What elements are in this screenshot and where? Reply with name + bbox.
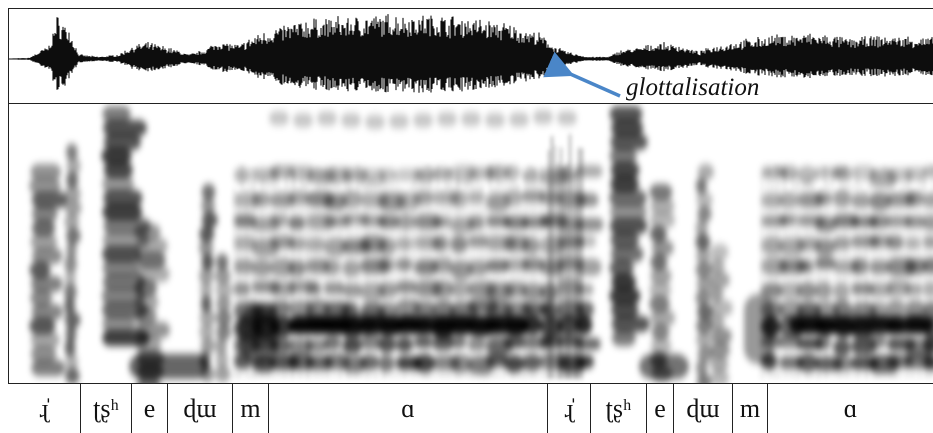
segment-label: e	[131, 384, 167, 433]
segment-label: ʈʂʰ	[590, 384, 646, 433]
segment-label: ʈʂʰ	[80, 384, 131, 433]
segment-label: ɑ	[268, 384, 547, 433]
segment-label: ɑ	[767, 384, 933, 433]
segmentation-tier: ɻ̍ ʈʂʰ e ɖɯ m ɑ ɻ̍ ʈʂʰ e ɖɯ m ɑ	[8, 384, 933, 433]
spectrogram-image	[29, 106, 933, 383]
segment-label: e	[646, 384, 673, 433]
segment-label: ɖɯ	[167, 384, 232, 433]
waveform-panel	[8, 8, 933, 104]
segment-label: m	[232, 384, 268, 433]
spectrogram-panel	[8, 104, 933, 384]
segment-label: ɻ̍	[547, 384, 590, 433]
waveform-trace	[9, 14, 933, 93]
glottalisation-label: glottalisation	[626, 74, 760, 101]
segment-label: ɖɯ	[673, 384, 732, 433]
segment-label: ɻ̍	[39, 393, 49, 423]
segment-label: m	[732, 384, 767, 433]
annotation-arrow	[543, 51, 621, 98]
